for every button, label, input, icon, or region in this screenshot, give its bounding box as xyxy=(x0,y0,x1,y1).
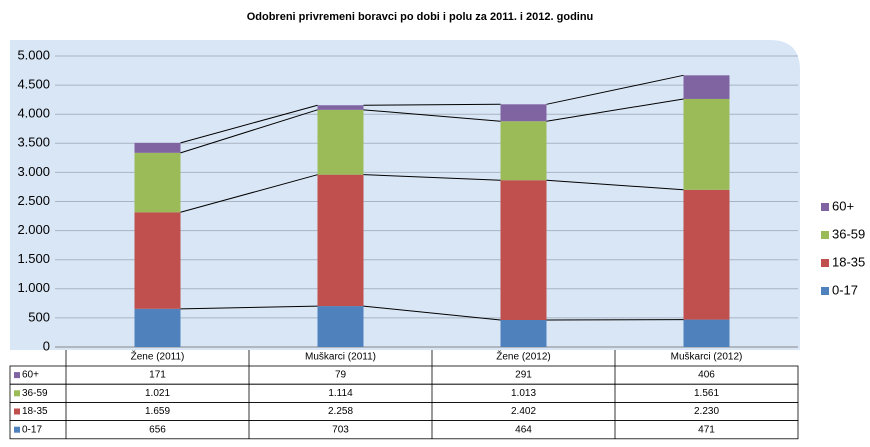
y-tick-label: 2.000 xyxy=(17,222,50,237)
table-cell: 79 xyxy=(335,370,347,381)
bar-segment xyxy=(134,142,181,153)
legend-label: 0-17 xyxy=(832,282,858,297)
series-line xyxy=(546,179,684,191)
legend-label: 18-35 xyxy=(832,254,865,269)
y-tick-label: 4.000 xyxy=(17,106,50,121)
series-line xyxy=(363,305,501,321)
table-cell: 2.258 xyxy=(328,406,353,417)
y-tick-label: 1.000 xyxy=(17,280,50,295)
bar-segment xyxy=(134,152,181,213)
legend-swatch xyxy=(821,287,829,295)
table-cell: 703 xyxy=(332,424,349,435)
legend-label: 60+ xyxy=(832,198,854,213)
x-tick-label: Muškarci (2012) xyxy=(671,352,743,363)
series-line xyxy=(546,98,684,122)
table-row-label: 18-35 xyxy=(22,406,48,417)
table-cell: 406 xyxy=(698,370,715,381)
x-tick-label: Muškarci (2011) xyxy=(305,352,376,363)
legend-swatch xyxy=(14,408,20,415)
table-cell: 2.230 xyxy=(694,406,719,417)
table-cell: 2.402 xyxy=(511,406,536,417)
bar-segment xyxy=(317,174,364,307)
y-tick-label: 5.000 xyxy=(17,47,50,62)
table-row-label: 36-59 xyxy=(22,388,48,399)
x-tick-label: Žene (2012) xyxy=(496,350,550,363)
table-row xyxy=(9,420,799,440)
table-cell: 1.021 xyxy=(145,388,170,399)
bar-segment xyxy=(500,104,547,122)
table-cell: 1.561 xyxy=(694,388,719,399)
table-cell: 1.013 xyxy=(511,388,536,399)
table-cell: 656 xyxy=(149,424,166,435)
bar-segment xyxy=(317,109,364,175)
series-line xyxy=(180,109,318,154)
series-line xyxy=(180,305,318,310)
plot-background xyxy=(10,40,800,350)
table-cell: 291 xyxy=(515,370,532,381)
bar-segment xyxy=(134,212,181,309)
table-row-label: 0-17 xyxy=(22,424,42,435)
series-line xyxy=(180,174,318,213)
legend-label: 36-59 xyxy=(832,226,865,241)
bar-segment xyxy=(683,75,730,99)
series-line xyxy=(180,104,318,144)
y-tick-label: 3.500 xyxy=(17,135,50,150)
y-tick-label: 1.500 xyxy=(17,251,50,266)
bar-segment xyxy=(683,189,730,320)
legend-swatch xyxy=(14,426,20,433)
legend-swatch xyxy=(821,259,829,267)
bar-segment xyxy=(500,319,547,347)
table-cell: 1.114 xyxy=(328,388,353,399)
table-row xyxy=(9,365,799,385)
table-row xyxy=(9,383,799,403)
bar-segment xyxy=(500,121,547,181)
table-cell: 1.659 xyxy=(145,406,170,417)
bar-segment xyxy=(317,105,364,110)
y-tick-label: 0 xyxy=(43,338,50,353)
y-tick-label: 3.000 xyxy=(17,164,50,179)
bar-segment xyxy=(683,319,730,347)
legend-swatch xyxy=(821,203,829,211)
table-row-label: 60+ xyxy=(22,370,39,381)
x-tick-label: Žene (2011) xyxy=(131,350,185,363)
chart-title: Odobreni privremeni boravci po dobi i po… xyxy=(247,11,594,23)
y-tick-label: 4.500 xyxy=(17,77,50,92)
bar-segment xyxy=(317,306,364,347)
series-line xyxy=(363,109,501,122)
bar-segment xyxy=(134,308,181,347)
table-cell: 464 xyxy=(515,424,532,435)
series-line xyxy=(546,74,684,105)
bar-segment xyxy=(683,98,730,190)
series-line xyxy=(363,174,501,181)
legend-swatch xyxy=(14,390,20,397)
legend-swatch xyxy=(821,231,829,239)
table-cell: 171 xyxy=(149,370,166,381)
table-row xyxy=(9,401,799,421)
bar-segment xyxy=(500,180,547,320)
table-cell: 471 xyxy=(698,424,715,435)
y-tick-label: 500 xyxy=(28,309,50,324)
legend-swatch xyxy=(14,372,20,379)
series-line xyxy=(363,103,501,106)
y-tick-label: 2.500 xyxy=(17,193,50,208)
